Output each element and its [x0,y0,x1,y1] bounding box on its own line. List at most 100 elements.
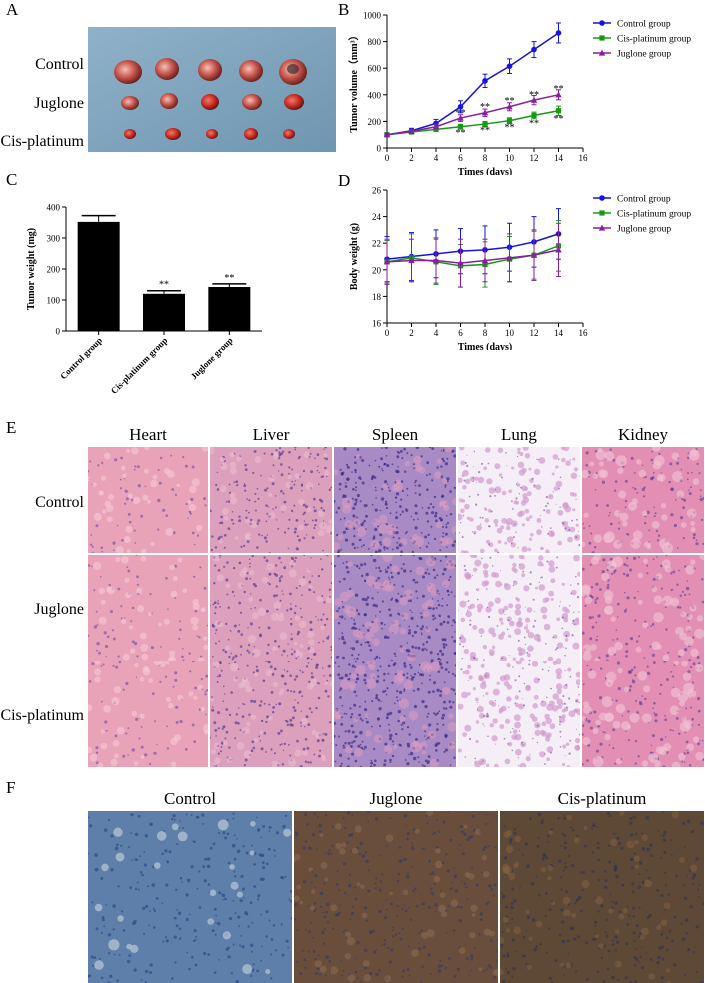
ihc-tile-cis-platinum [500,811,704,983]
he-tile-kidney-1 [582,555,704,661]
c-x-tick-label: Cis-platinum group [109,335,170,396]
d-point [432,257,440,264]
c-y-tick-label: 200 [47,265,61,275]
b-x-axis-label: Times (days) [458,167,513,175]
d-point [555,246,562,253]
b-significance-label: ** [505,123,515,134]
d-point [530,251,538,258]
b-point [457,124,464,130]
b-point [481,109,489,116]
tumor-volume-chart: 0 200 400 600 800 1000 0 2 4 6 8 10 12 14 16 Times (day… [347,11,691,176]
b-x-tick-label: 14 [554,153,564,163]
b-significance-label: ** [505,96,515,107]
b-series-line [386,32,559,136]
c-x-tick-label: Juglone group [189,335,235,381]
d-y-tick-label: 26 [372,186,382,196]
b-point [457,114,464,121]
b-point [457,103,464,110]
b-significance-label: ** [456,108,466,119]
d-y-axis-label: Body weight (g) [349,223,360,290]
b-legend-label: Juglone group [617,50,671,60]
panel-a-row-cisplatinum: Cis-platinum [0,133,84,150]
b-series-line [386,110,559,136]
d-x-axis-label: Times (days) [458,342,513,350]
d-point [383,258,391,265]
he-tile-heart-2 [88,661,208,767]
b-point [408,127,415,134]
b-significance-label: ** [456,128,466,139]
he-tile-spleen-1 [334,555,456,661]
b-y-axis-label: Tumor volume（mm³） [347,30,360,132]
he-tile-liver-0 [210,447,332,553]
d-x-tick-label: 14 [554,328,564,338]
b-point [482,78,488,84]
he-tile-spleen-0 [334,447,456,553]
ihc-tile-control [88,811,292,983]
b-legend-marker [598,49,606,56]
b-series-line [386,94,559,136]
ihc-tile-juglone [294,811,498,983]
panel-f-col-control: Control [164,789,216,808]
panel-label-a: A [6,0,19,19]
d-series-line [386,233,559,260]
panel-label-e: E [6,418,17,437]
b-x-tick-label: 16 [579,153,589,163]
d-x-tick-label: 12 [530,328,539,338]
c-bar [143,293,185,331]
panel-a-row-control: Control [35,56,84,73]
he-tile-spleen-2 [334,661,456,767]
panel-e-col-kidney: Kidney [617,425,669,444]
b-significance-label: ** [480,102,490,113]
d-y-tick-label: 18 [372,292,382,302]
b-point [506,118,513,124]
d-y-tick-label: 20 [372,265,382,275]
c-bar [208,286,251,331]
b-point [506,63,513,70]
c-bar [77,221,120,331]
b-x-tick-label: 2 [409,153,414,163]
c-y-tick-label: 300 [47,234,61,244]
b-x-tick-label: 8 [483,153,488,163]
b-legend-marker [599,20,605,26]
c-significance-label: ** [159,280,169,291]
b-significance-label: ** [554,84,564,95]
b-x-tick-label: 10 [505,153,515,163]
panel-e-col-liver: Liver [252,425,290,444]
panel-e-row-cisplatinum: Cis-platinum [0,707,84,724]
d-x-tick-label: 16 [579,328,589,338]
panel-label-c: C [6,170,18,189]
d-y-tick-label: 16 [372,319,382,329]
d-point [506,254,513,261]
b-significance-label: ** [554,114,564,125]
c-y-axis-label: Tumor weight (mg) [26,228,37,310]
d-x-tick-label: 2 [409,328,414,338]
c-significance-label: ** [224,273,234,284]
d-point [457,259,464,266]
b-significance-label: ** [529,119,539,130]
b-x-tick-label: 4 [434,153,439,163]
b-x-tick-label: 0 [385,153,390,163]
d-legend-marker [598,224,606,231]
panel-f-col-cisplatinum: Cis-platinum [557,789,647,808]
d-legend-label: Juglone group [617,225,671,235]
he-tile-lung-0 [458,447,580,553]
he-tile-heart-1 [88,555,208,661]
b-significance-label: ** [480,125,490,136]
b-significance-label: ** [529,90,539,101]
b-point [530,96,538,103]
d-x-tick-label: 0 [385,328,390,338]
d-point [481,257,489,264]
tumor-photo [88,27,336,152]
panel-label-d: D [338,171,351,190]
c-y-tick-label: 100 [47,296,61,306]
c-x-tick-label: Control group [58,335,104,381]
b-y-tick-label: 1000 [363,11,382,21]
b-point [555,30,562,36]
d-x-tick-label: 4 [434,328,439,338]
b-point [555,91,562,98]
d-series-line [386,249,559,264]
he-tile-heart-0 [88,447,208,553]
b-point [482,121,488,127]
panel-e-col-spleen: Spleen [371,425,419,444]
